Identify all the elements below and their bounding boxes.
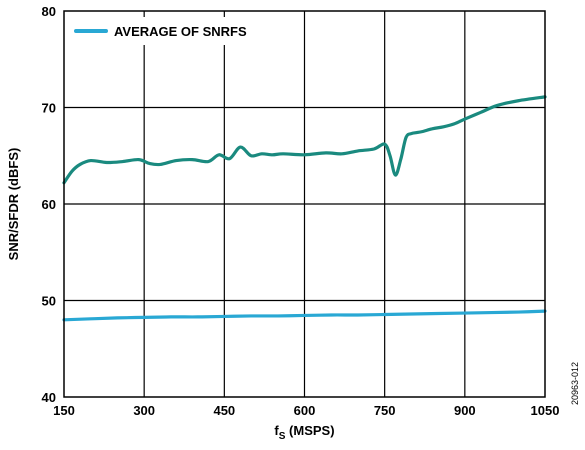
x-tick-label: 150 bbox=[53, 403, 75, 418]
series-line-average-snrfs bbox=[62, 309, 547, 322]
y-axis-title: SNR/SFDR (dBFS) bbox=[6, 148, 21, 261]
y-tick-label: 50 bbox=[42, 294, 56, 309]
y-tick-label: 80 bbox=[42, 4, 56, 19]
y-tick-label: 70 bbox=[42, 101, 56, 116]
y-tick-label: 40 bbox=[42, 390, 56, 405]
x-tick-label: 300 bbox=[133, 403, 155, 418]
x-tick-label: 600 bbox=[294, 403, 316, 418]
x-axis-title-subscript: S bbox=[279, 431, 286, 442]
y-tick-label: 60 bbox=[42, 197, 56, 212]
x-tick-label: 900 bbox=[454, 403, 476, 418]
x-axis-title-main: f bbox=[274, 423, 279, 438]
x-axis-title: fS (MSPS) bbox=[274, 423, 334, 442]
x-tick-label: 750 bbox=[374, 403, 396, 418]
x-tick-label: 1050 bbox=[531, 403, 560, 418]
series-line-sfdr bbox=[62, 95, 547, 185]
legend-label: AVERAGE OF SNRFS bbox=[114, 24, 247, 39]
plot-frame bbox=[63, 10, 546, 398]
grid-layer bbox=[64, 11, 545, 397]
x-axis-title-suffix: (MSPS) bbox=[285, 423, 334, 438]
figure-id: 20963-012 bbox=[570, 362, 580, 405]
tick-layer: 150 300 450 600 750 900 1050 40 50 60 70 80 bbox=[42, 4, 560, 418]
x-tick-label: 450 bbox=[213, 403, 235, 418]
legend: AVERAGE OF SNRFS bbox=[68, 17, 276, 45]
series-layer bbox=[62, 95, 547, 322]
